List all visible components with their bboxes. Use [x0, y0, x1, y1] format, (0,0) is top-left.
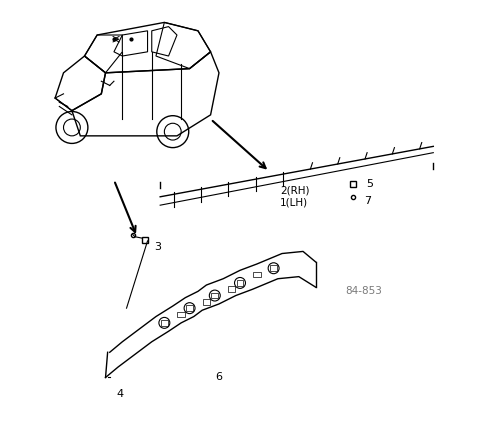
Text: 3: 3 — [154, 242, 161, 252]
Bar — [178, 311, 185, 317]
Bar — [237, 280, 243, 286]
Bar — [203, 299, 210, 305]
Text: 6: 6 — [215, 373, 222, 382]
Bar — [186, 305, 193, 311]
Text: 84-853: 84-853 — [345, 286, 382, 297]
Text: 7: 7 — [364, 196, 371, 206]
Bar — [211, 293, 218, 299]
Bar — [161, 320, 168, 326]
Text: 4: 4 — [116, 389, 123, 399]
Bar — [270, 265, 277, 271]
Text: 5: 5 — [366, 179, 373, 189]
Bar — [228, 286, 235, 292]
Text: 2(RH)
1(LH): 2(RH) 1(LH) — [280, 186, 310, 208]
Bar — [253, 272, 261, 277]
